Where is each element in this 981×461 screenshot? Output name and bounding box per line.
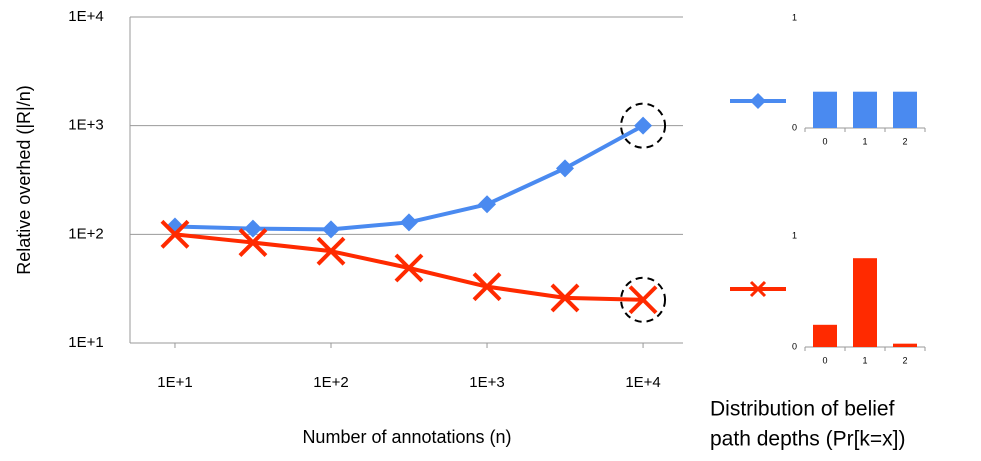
marker — [238, 228, 268, 257]
marker — [550, 283, 580, 313]
y-tick-label: 0 — [792, 341, 797, 351]
bar — [813, 324, 837, 347]
y-tick-label: 0 — [792, 122, 797, 132]
bar — [853, 91, 877, 128]
marker — [160, 219, 190, 249]
y-tick-label: 1E+3 — [68, 117, 103, 134]
caption: path depths (Pr[k=x]) — [710, 428, 906, 451]
marker — [316, 236, 346, 266]
marker — [321, 220, 340, 239]
marker — [478, 195, 497, 214]
x-tick-label: 1 — [862, 355, 867, 365]
x-tick-label: 0 — [822, 355, 827, 365]
x-tick-label: 1 — [862, 136, 867, 146]
y-axis-label: Relative overhed (|R|/n) — [14, 85, 34, 274]
y-tick-label: 1 — [792, 12, 797, 22]
x-tick-label: 1E+3 — [469, 374, 504, 391]
x-tick-label: 0 — [822, 136, 827, 146]
y-tick-label: 1E+2 — [68, 225, 103, 242]
highlight-circle — [620, 276, 667, 323]
bar — [893, 343, 917, 347]
marker — [555, 159, 574, 178]
bar — [893, 91, 917, 128]
y-tick-label: 1E+4 — [68, 8, 103, 25]
marker — [399, 213, 418, 232]
x-tick-label: 2 — [902, 136, 907, 146]
highlight-circle — [620, 102, 667, 149]
marker — [472, 272, 502, 302]
x-tick-label: 1E+1 — [157, 374, 192, 391]
bar — [813, 91, 837, 128]
x-axis-label: Number of annotations (n) — [302, 427, 511, 447]
x-tick-label: 1E+2 — [313, 374, 348, 391]
marker — [243, 219, 262, 238]
x-tick-label: 2 — [902, 355, 907, 365]
caption: Distribution of belief — [710, 398, 895, 421]
x-tick-label: 1E+4 — [625, 374, 660, 391]
marker — [628, 285, 658, 315]
legend-marker — [749, 280, 767, 298]
y-tick-label: 1E+1 — [68, 334, 103, 351]
legend-marker — [750, 93, 766, 109]
marker — [394, 253, 424, 283]
y-tick-label: 1 — [792, 230, 797, 240]
bar — [853, 258, 877, 347]
marker — [634, 116, 653, 135]
